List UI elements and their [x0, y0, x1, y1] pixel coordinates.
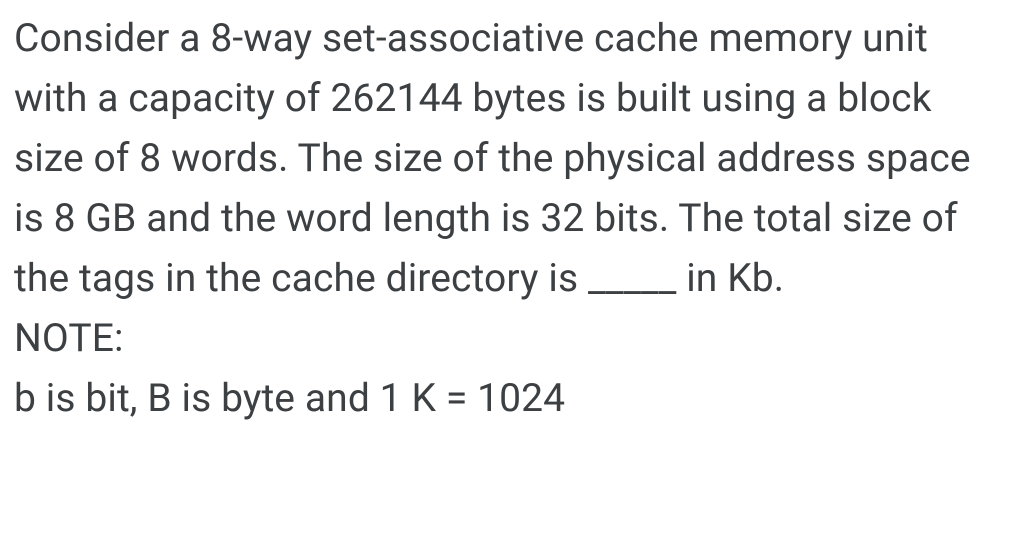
note-body: b is bit, B is byte and 1 K = 1024: [14, 368, 1004, 428]
note-label: NOTE:: [14, 308, 1004, 368]
question-paragraph: Consider a 8-way set-associative cache m…: [14, 8, 1004, 308]
question-body: Consider a 8-way set-associative cache m…: [0, 0, 1018, 436]
